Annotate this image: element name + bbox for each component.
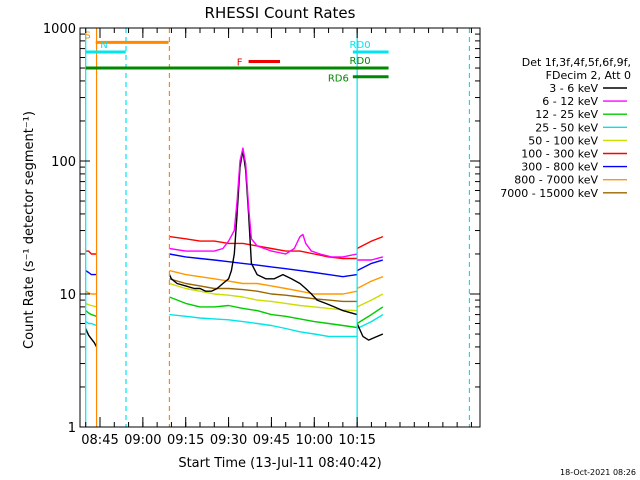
legend-label-6: 300 - 800 keV <box>521 161 598 174</box>
series-line-5-segment-0 <box>85 250 97 255</box>
series-line-5-segment-2 <box>356 235 384 250</box>
series-line-1-segment-0 <box>169 147 358 258</box>
legend-title-line-1: FDecim 2, Att 0 <box>546 69 631 82</box>
series-line-4-segment-1 <box>169 282 358 312</box>
series-line-1-segment-1 <box>357 256 384 261</box>
x-tick-label-6: 10:15 <box>338 433 375 448</box>
footer-timestamp: 18-Oct-2021 08:26 <box>560 468 636 477</box>
legend-label-0: 3 - 6 keV <box>549 82 598 95</box>
y-tick-label-0: 1 <box>68 421 76 436</box>
series-line-6-segment-2 <box>356 259 384 272</box>
x-tick-label-0: 08:45 <box>81 433 118 448</box>
series-line-2-segment-1 <box>169 296 358 329</box>
y-tick-label-3: 1000 <box>43 22 76 37</box>
series-line-0-segment-0 <box>85 328 98 348</box>
legend-title-line-0: Det 1f,3f,4f,5f,6f,9f, <box>522 56 631 69</box>
y-tick-label-1: 10 <box>59 288 76 303</box>
legend-label-7: 800 - 7000 keV <box>514 174 598 187</box>
series-line-7-segment-2 <box>356 276 384 290</box>
y-axis-label: Count Rate (s⁻¹ detector segment⁻¹) <box>22 111 37 349</box>
legend-label-3: 25 - 50 keV <box>535 121 598 134</box>
legend-label-2: 12 - 25 keV <box>535 108 598 121</box>
series-line-4-segment-2 <box>356 293 384 308</box>
annotation-label-1: N <box>100 40 107 51</box>
legend-label-8: 7000 - 15000 keV <box>500 187 598 200</box>
series-line-6-segment-1 <box>169 253 358 278</box>
annotation-label-2: F <box>237 57 243 68</box>
x-axis-label: Start Time (13-Jul-11 08:40:42) <box>178 456 381 471</box>
series-line-4-segment-0 <box>85 302 97 308</box>
series-line-2-segment-0 <box>85 310 97 317</box>
axes: 1 10 100 1000 08:45 09:00 09:15 09:30 09:45 10:00… <box>43 22 480 448</box>
series-line-8-segment-0 <box>169 278 358 303</box>
series-line-2-segment-2 <box>356 306 384 325</box>
x-tick-label-2: 09:15 <box>167 433 204 448</box>
x-tick-label-1: 09:00 <box>124 433 161 448</box>
series-line-3-segment-2 <box>356 314 384 330</box>
legend-label-4: 50 - 100 keV <box>528 134 598 147</box>
series-line-6-segment-0 <box>85 270 97 276</box>
x-tick-label-3: 09:30 <box>210 433 247 448</box>
series-line-0-segment-2 <box>356 323 384 341</box>
x-tick-label-5: 10:00 <box>296 433 333 448</box>
legend: Det 1f,3f,4f,5f,6f,9f,FDecim 2, Att 03 -… <box>500 56 631 200</box>
x-tick-label-4: 09:45 <box>253 433 290 448</box>
legend-label-1: 6 - 12 keV <box>542 95 598 108</box>
series-line-0-segment-1 <box>168 149 358 316</box>
series-line-5-segment-1 <box>169 235 358 260</box>
plot-frame <box>79 27 481 428</box>
annotation-label-3: RD0 <box>350 40 371 51</box>
y-tick-label-2: 100 <box>51 155 76 170</box>
series-line-3-segment-1 <box>169 313 358 338</box>
series-line-7-segment-1 <box>169 269 358 295</box>
series-line-7-segment-0 <box>85 290 97 295</box>
chart-title: RHESSI Count Rates <box>205 4 356 22</box>
legend-label-5: 100 - 300 keV <box>521 148 598 161</box>
annotation-label-5: RD6 <box>328 74 349 85</box>
annotation-label-4: RD0 <box>350 56 371 67</box>
series-line-3-segment-0 <box>85 321 97 327</box>
annotation-label-0: S <box>84 30 90 41</box>
